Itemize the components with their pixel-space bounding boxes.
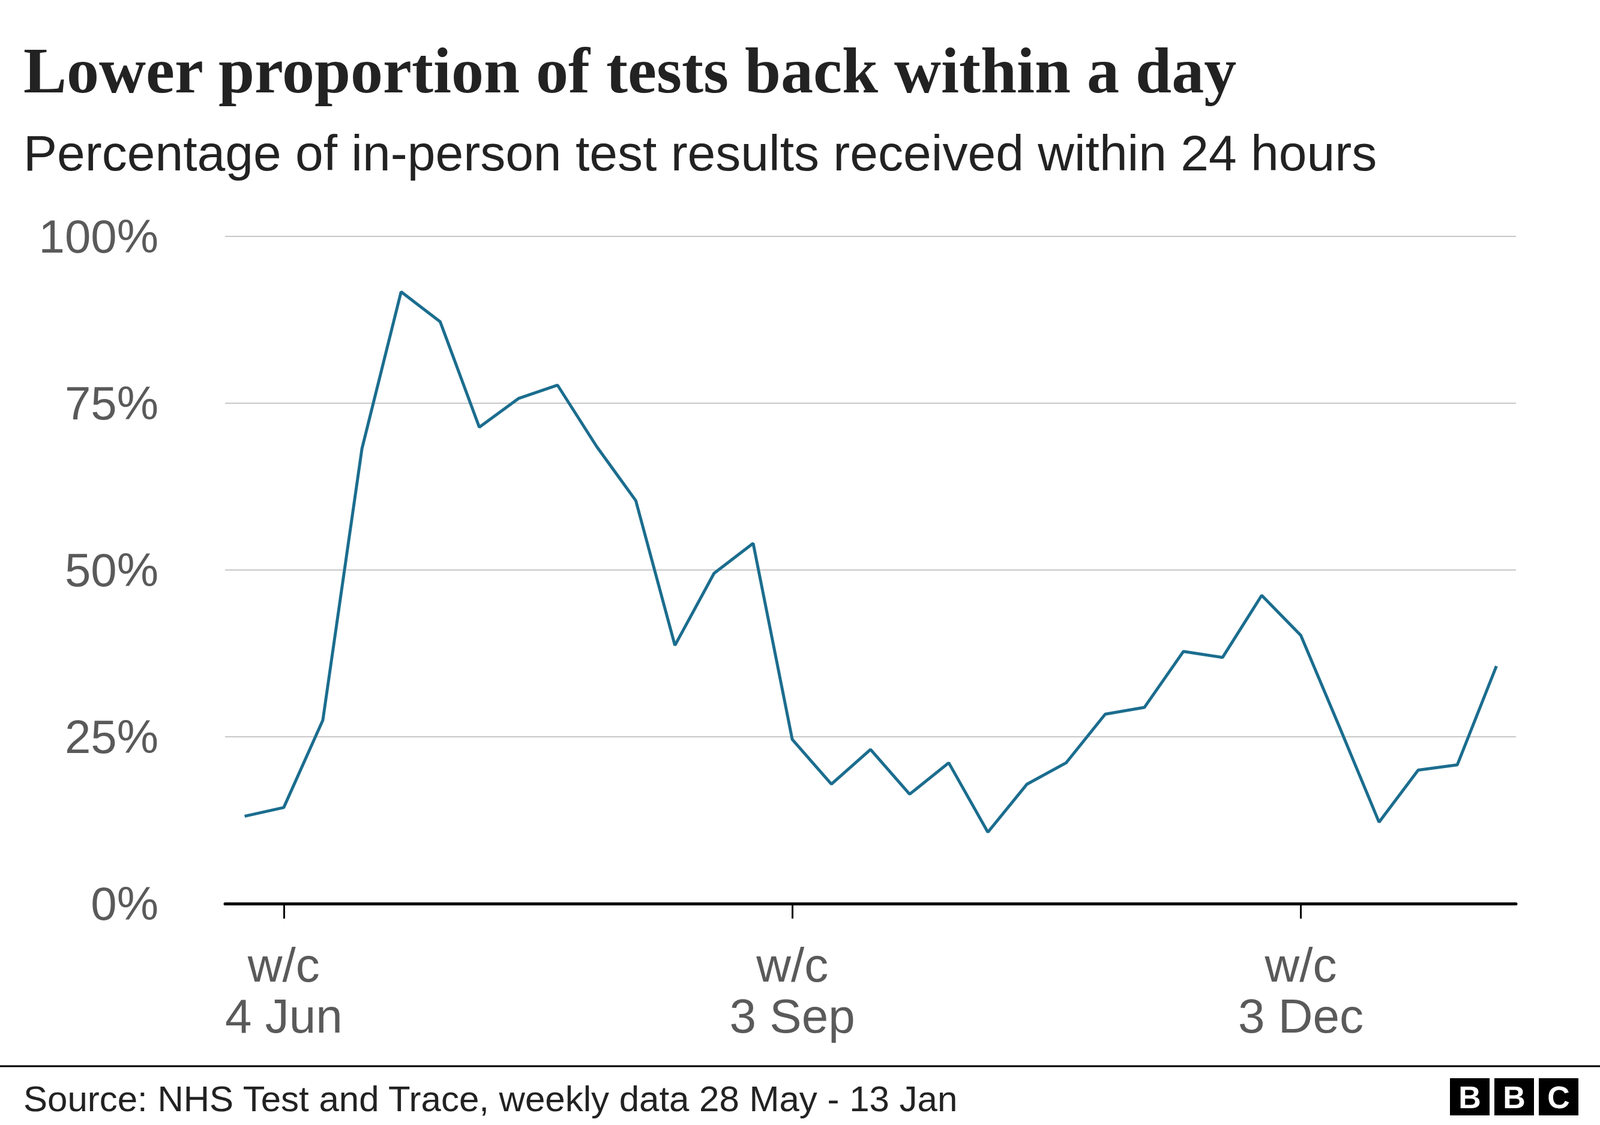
svg-text:w/c: w/c [755, 938, 829, 993]
svg-text:3 Sep: 3 Sep [729, 989, 856, 1044]
svg-text:50%: 50% [64, 543, 159, 597]
svg-text:3 Dec: 3 Dec [1238, 989, 1364, 1044]
svg-text:B: B [1458, 1080, 1482, 1116]
svg-text:25%: 25% [64, 710, 159, 764]
svg-text:Source: NHS Test and Trace, we: Source: NHS Test and Trace, weekly data … [23, 1079, 958, 1120]
svg-text:w/c: w/c [247, 938, 320, 993]
svg-text:w/c: w/c [1264, 938, 1338, 993]
svg-text:C: C [1547, 1080, 1570, 1116]
svg-text:0%: 0% [90, 877, 159, 931]
svg-text:100%: 100% [39, 210, 160, 263]
svg-text:75%: 75% [64, 376, 159, 430]
svg-text:B: B [1502, 1080, 1526, 1116]
svg-text:Percentage of in-person test r: Percentage of in-person test results rec… [23, 124, 1377, 182]
svg-text:4 Jun: 4 Jun [225, 989, 343, 1044]
svg-text:Lower proportion of tests back: Lower proportion of tests back within a … [23, 34, 1237, 107]
